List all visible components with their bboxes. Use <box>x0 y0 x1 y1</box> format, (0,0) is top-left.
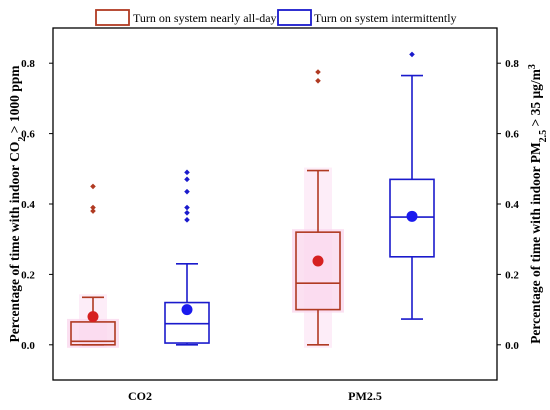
y-tick-label-right: 0.4 <box>505 199 519 211</box>
y-axis-ticks: 0.0 0.0 0.2 0.2 0.4 0.4 0.6 0.6 0.8 0.8 <box>21 58 519 352</box>
mean-marker <box>406 210 418 222</box>
legend-label-intermittent: Turn on system intermittently <box>314 11 457 25</box>
outlier-point <box>184 210 190 216</box>
mean-marker <box>87 311 99 323</box>
x-category-label: CO2 <box>128 389 152 403</box>
axis-label-main: Percentage of time with indoor CO <box>7 142 22 343</box>
legend-label-all-day: Turn on system nearly all-day <box>133 11 277 25</box>
y-tick-label-right: 0.8 <box>505 58 519 70</box>
iqr-box <box>164 301 210 344</box>
plot-area-frame <box>52 27 498 381</box>
legend-swatch-all-day <box>95 9 130 26</box>
axis-label-subscript: 2 <box>17 137 28 142</box>
outlier-point <box>184 188 190 195</box>
box-highlight <box>67 318 119 348</box>
box-all-day-pm25 <box>295 69 341 346</box>
axis-label-superscript: 3 <box>527 64 538 69</box>
outlier-point <box>90 183 96 190</box>
legend: Turn on system nearly all-day Turn on sy… <box>95 9 457 26</box>
outlier-point <box>409 51 415 58</box>
outlier-point <box>90 204 96 211</box>
y-tick-label-left: 0.8 <box>21 58 35 70</box>
outlier-point <box>184 204 190 211</box>
iqr-box <box>389 178 435 258</box>
axis-label-tail: > 1000 ppm <box>7 65 22 137</box>
iqr-box <box>295 231 341 311</box>
axis-label-tail: > 35 μg/m <box>528 68 543 129</box>
y-tick-label-left: 0.0 <box>21 340 35 352</box>
outlier-point <box>315 69 321 75</box>
box-all-day-co2 <box>70 183 116 346</box>
outlier-point <box>184 169 190 176</box>
box-intermittent-co2 <box>164 169 210 346</box>
y-tick-label-left: 0.2 <box>21 269 35 281</box>
y-tick-label-right: 0.2 <box>505 269 519 281</box>
box-highlight <box>292 229 344 313</box>
y-axis-label-left: Percentage of time with indoor CO2 > 100… <box>7 65 28 343</box>
x-category-label: PM2.5 <box>348 389 382 403</box>
y-tick-label-left: 0.4 <box>21 199 35 211</box>
mean-marker <box>181 304 193 316</box>
y-tick-label-right: 0.0 <box>505 340 519 352</box>
mean-marker <box>312 255 324 267</box>
axis-label-subscript: 2.5 <box>538 130 549 143</box>
y-tick-label-right: 0.6 <box>505 129 519 141</box>
outlier-point <box>184 217 190 223</box>
box-intermittent-pm25 <box>389 51 435 320</box>
outlier-point <box>184 176 190 183</box>
axis-label-main: Percentage of time with indoor PM <box>528 142 543 344</box>
outlier-point <box>90 208 96 214</box>
box-highlight-layer <box>67 167 344 348</box>
y-tick-label-left: 0.6 <box>21 129 35 141</box>
y-axis-label-right: Percentage of time with indoor PM2.5 > 3… <box>527 64 549 344</box>
box-series-layer <box>70 51 435 346</box>
legend-swatch-intermittent <box>277 9 312 26</box>
outlier-point <box>315 78 321 84</box>
x-category-labels: CO2 PM2.5 <box>128 389 382 403</box>
